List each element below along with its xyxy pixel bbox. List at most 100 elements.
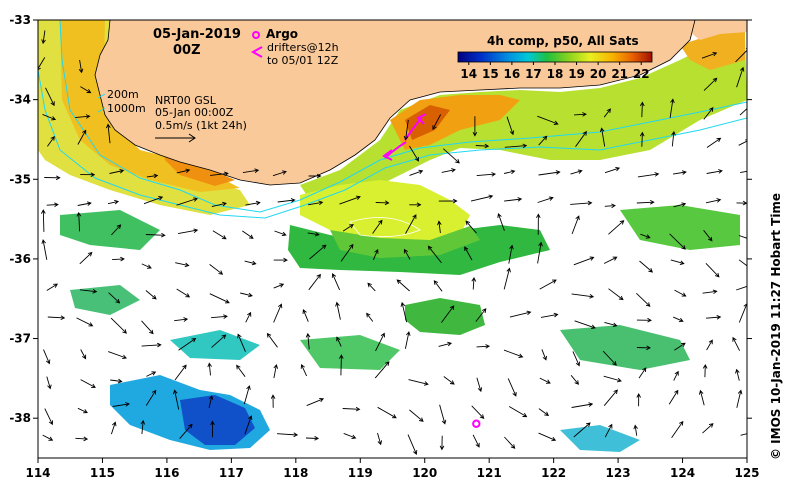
current-arrow [476, 344, 491, 349]
current-arrow [273, 257, 288, 263]
x-tick-label: 115 [90, 466, 115, 480]
current-arrow [476, 172, 497, 177]
current-arrow [178, 337, 197, 351]
current-arrow [308, 173, 322, 179]
current-arrow [208, 395, 214, 408]
current-arrow [306, 397, 325, 407]
current-arrow [476, 377, 483, 393]
current-arrow [307, 231, 320, 237]
current-arrow [503, 349, 524, 358]
current-arrow [305, 332, 311, 350]
current-arrow [178, 228, 199, 235]
current-arrow [211, 314, 228, 319]
drifters-legend-label: drifters@12h [267, 41, 339, 54]
current-arrow [76, 211, 82, 232]
isobath-200m [59, 20, 747, 213]
current-arrow [276, 432, 299, 438]
current-arrow [175, 262, 190, 268]
x-tick-label: 116 [154, 466, 179, 480]
current-arrow [75, 436, 89, 442]
current-arrow [465, 220, 477, 234]
current-arrow [41, 209, 46, 232]
current-arrow [705, 198, 722, 204]
x-tick-label: 120 [412, 466, 437, 480]
current-arrow [43, 349, 51, 365]
current-arrow [732, 336, 741, 351]
current-arrow [340, 243, 354, 262]
current-arrow [537, 115, 559, 125]
current-arrow [174, 317, 189, 322]
current-arrow [439, 404, 447, 425]
current-arrow [503, 169, 516, 175]
current-arrow [603, 375, 622, 383]
current-arrow [504, 143, 528, 149]
current-arrow [409, 409, 424, 422]
current-arrow [210, 420, 215, 438]
current-arrow [671, 420, 684, 438]
current-arrow [538, 135, 548, 146]
colorbar [457, 51, 653, 63]
current-arrow [404, 331, 411, 349]
current-arrow [472, 116, 478, 137]
current-arrow [174, 364, 187, 381]
drifter-head-1 [416, 113, 427, 125]
current-arrow [703, 230, 713, 242]
current-arrow [41, 239, 48, 260]
current-arrow [427, 245, 442, 264]
colorbar-tick-label: 14 [460, 67, 477, 81]
current-arrow [46, 283, 58, 291]
sst-patch-bight-hot [405, 105, 450, 140]
current-arrow [608, 220, 625, 235]
current-arrow [110, 421, 117, 435]
current-arrow [110, 378, 123, 384]
current-arrow [639, 260, 654, 273]
current-arrow [674, 289, 687, 297]
current-arrow [573, 256, 595, 266]
current-arrow [112, 402, 130, 407]
current-arrow [443, 376, 455, 385]
current-arrow [305, 436, 320, 441]
x-tick-label: 117 [219, 466, 244, 480]
current-arrow [441, 305, 455, 323]
x-tick-label: 119 [348, 466, 373, 480]
current-arrow [273, 303, 283, 323]
current-arrow [668, 389, 679, 405]
sst-contour [349, 217, 421, 238]
current-arrow [108, 292, 121, 304]
sst-patch-central-mid [330, 226, 480, 258]
current-arrow [539, 377, 551, 384]
current-arrow [702, 289, 718, 295]
current-arrow [669, 233, 686, 250]
current-arrow [438, 341, 453, 347]
current-arrow [739, 107, 747, 116]
current-arrow [570, 200, 593, 206]
current-arrow [437, 220, 442, 234]
current-arrow [209, 264, 224, 275]
y-tick-label: -35 [9, 172, 31, 186]
current-arrow [637, 172, 660, 178]
current-arrow [377, 406, 397, 419]
current-arrow [277, 198, 296, 203]
current-arrow [736, 389, 743, 408]
credit-label: © IMOS 10-Jan-2019 11:27 Hobart Time [769, 192, 783, 460]
land-eastern [690, 20, 747, 40]
current-arrow [343, 432, 357, 439]
current-arrow [46, 202, 59, 207]
current-arrow [145, 389, 157, 406]
current-arrow [309, 244, 327, 260]
current-arrow [537, 196, 554, 203]
current-arrow [571, 215, 580, 235]
current-arrow [735, 47, 747, 63]
current-arrow [409, 169, 424, 176]
current-arrow [673, 316, 684, 323]
drifter-head-2 [382, 149, 393, 161]
current-arrow [673, 202, 687, 208]
current-arrow [538, 170, 561, 176]
current-arrow [604, 203, 616, 209]
colorbar-tick-label: 21 [611, 67, 628, 81]
current-arrow [636, 292, 651, 307]
sst-patch-east-warm [680, 30, 745, 70]
current-arrow [633, 424, 638, 436]
current-arrow [698, 389, 705, 406]
